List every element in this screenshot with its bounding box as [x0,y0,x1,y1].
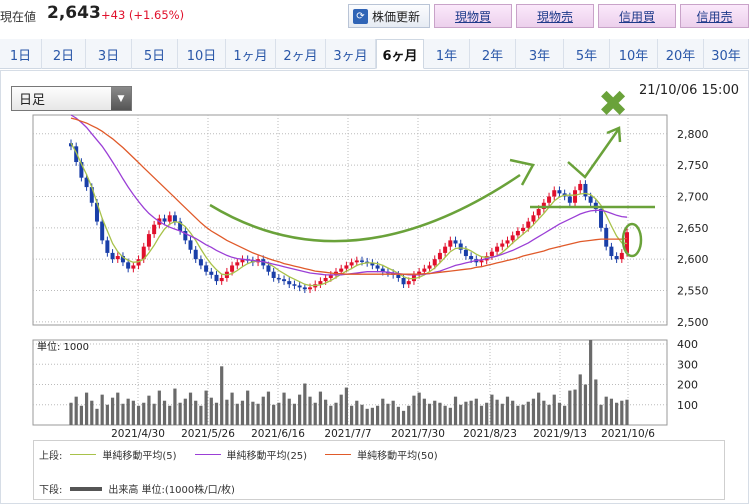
price-label: 現在値 [0,10,37,24]
tab-3[interactable]: 5日 [132,39,178,69]
legend-ma50: 単純移動平均(50) [325,447,438,462]
tab-12[interactable]: 5年 [564,39,610,69]
legend-volume: 出来高 単位:(1000株/口/枚) [70,481,235,496]
legend-ma5: 単純移動平均(5) [70,447,177,462]
legend-lower-label: 下段: [39,485,63,496]
legend-row-lower: 下段: 出来高 単位:(1000株/口/枚) [39,481,253,496]
price-header: 現在値 2,643 +43 (+1.65%) ⟳ 株価更新 現物買 現物売 信用… [0,0,749,34]
tab-11[interactable]: 3年 [516,39,564,69]
refresh-icon: ⟳ [353,8,368,24]
legend-ma50-label: 単純移動平均(50) [357,451,438,462]
legend-volume-label: 出来高 単位:(1000株/口/枚) [108,485,235,496]
tab-0[interactable]: 1日 [0,39,42,69]
legend-ma25-swatch [194,453,221,456]
cash-sell-button[interactable]: 現物売 [516,4,594,28]
tab-5[interactable]: 1ヶ月 [226,39,276,69]
refresh-label: 株価更新 [372,9,421,24]
tab-10[interactable]: 2年 [470,39,516,69]
price-value: 2,643 [47,3,101,23]
tab-7[interactable]: 3ヶ月 [326,39,376,69]
chart-timestamp: 21/10/06 15:00 [639,83,739,98]
legend-ma5-swatch [70,453,97,456]
legend-ma50-swatch [325,453,352,456]
legend-volume-swatch [70,486,103,491]
legend-row-upper: 上段: 単純移動平均(5) 単純移動平均(25) 単純移動平均(50) [39,447,456,462]
tab-1[interactable]: 2日 [42,39,86,69]
legend-upper-label: 上段: [39,451,63,462]
period-tabs: 1日 2日 3日 5日 10日 1ヶ月 2ヶ月 3ヶ月 6ヶ月 1年 2年 3年 5年 10年 20年 30年 [0,39,749,69]
refresh-price-button[interactable]: ⟳ 株価更新 [348,4,430,28]
legend-ma25-label: 単純移動平均(25) [226,451,308,462]
tab-6[interactable]: 2ヶ月 [276,39,326,69]
cash-buy-button[interactable]: 現物買 [434,4,512,28]
legend-ma5-label: 単純移動平均(5) [102,451,177,462]
chevron-down-icon: ▼ [111,87,131,110]
tab-4[interactable]: 10日 [178,39,226,69]
chart-panel [0,70,749,504]
margin-sell-button[interactable]: 信用売 [680,4,749,28]
legend-ma25: 単純移動平均(25) [194,447,308,462]
tab-9[interactable]: 1年 [424,39,470,69]
tab-8[interactable]: 6ヶ月 [376,39,424,69]
tab-2[interactable]: 3日 [86,39,132,69]
chart-legend: 上段: 単純移動平均(5) 単純移動平均(25) 単純移動平均(50) 下段: … [33,440,725,500]
tab-14[interactable]: 20年 [658,39,704,69]
margin-buy-button[interactable]: 信用買 [598,4,676,28]
tab-13[interactable]: 10年 [610,39,658,69]
interval-select[interactable]: 日足 ▼ [11,86,132,111]
interval-select-value: 日足 [19,93,46,108]
price-change: +43 (+1.65%) [101,8,185,22]
tab-15[interactable]: 30年 [704,39,749,69]
